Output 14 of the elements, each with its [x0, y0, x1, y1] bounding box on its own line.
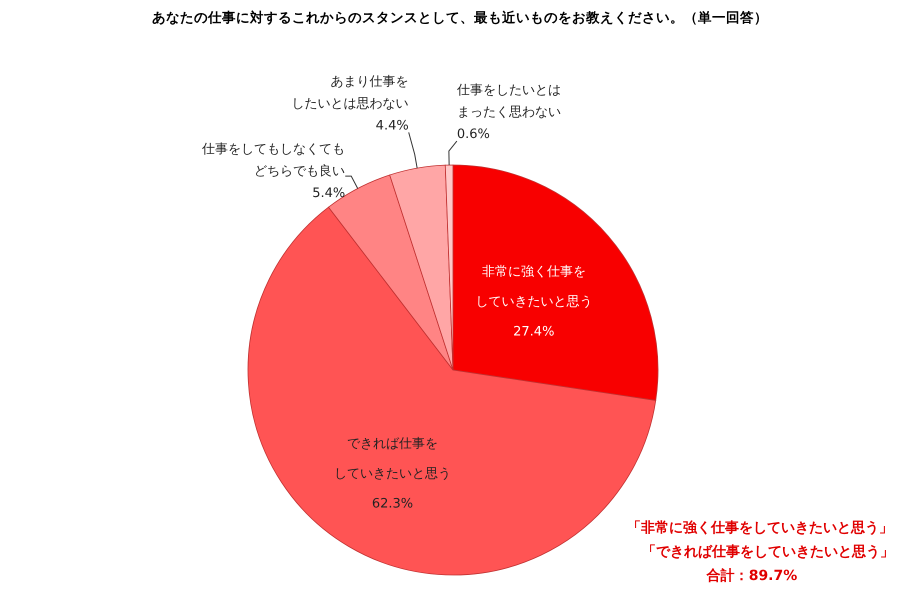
data-label: 0.6% [456, 127, 490, 142]
data-label: 5.4% [312, 186, 346, 202]
text: 「できれば仕事をしていきたいと思う」 [642, 544, 894, 560]
slice-label: 仕事をしてもしなくてもどちらでも良い [201, 142, 346, 180]
slice-label: あまり仕事をしたいとは思わない [292, 74, 409, 112]
data-label: 62.3% [372, 496, 414, 512]
text: 「非常に強く仕事をしていきたいと思う」 [627, 520, 893, 536]
slice-label: 非常に強く仕事をしていきたいと思う [475, 264, 592, 310]
slice-label: 仕事をしたいとはまったく思わない [456, 83, 561, 120]
slice-label: できれば仕事をしていきたいと思う [334, 436, 452, 482]
chart-title: あなたの仕事に対するこれからのスタンスとして、最も近いものをお教えください。（単一回答） [152, 9, 768, 26]
text: 合計：89.7% [706, 568, 798, 584]
data-label: 27.4% [513, 324, 554, 340]
data-label: 4.4% [376, 118, 409, 134]
